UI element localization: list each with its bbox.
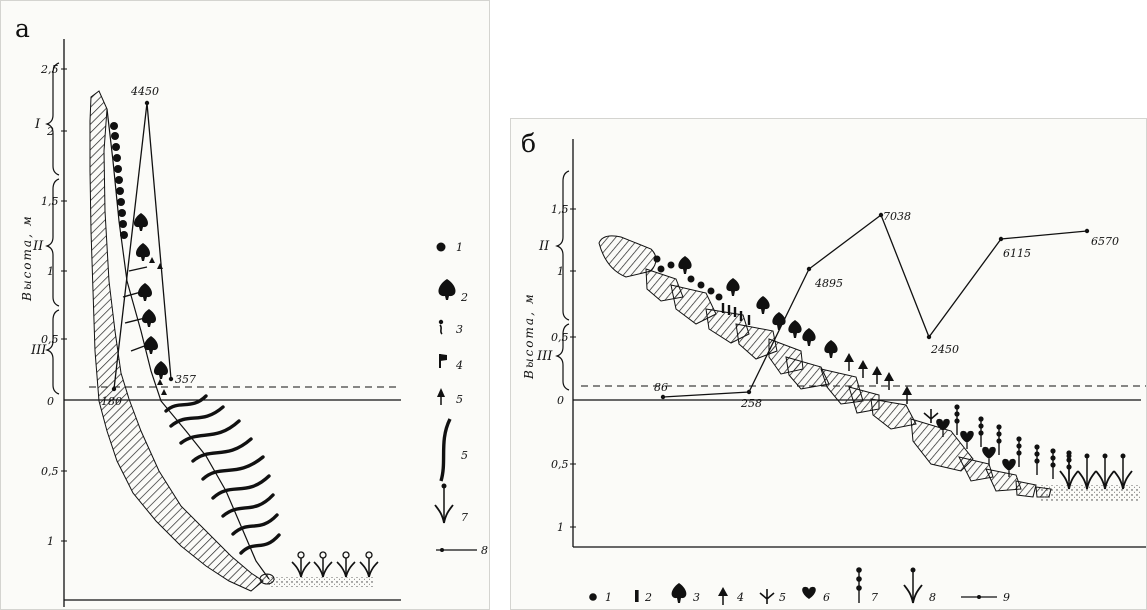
line-marker-icon	[436, 548, 477, 552]
tulips-group	[291, 551, 379, 578]
sand-bottom	[1041, 485, 1141, 501]
tick-label: 1,5	[551, 203, 569, 216]
bead-chain-icon	[856, 567, 862, 603]
zone-braces	[555, 170, 570, 391]
panel-a-letter: а	[15, 14, 30, 43]
bars-group	[721, 303, 751, 325]
value-label: 258	[740, 397, 762, 410]
value-label: 2450	[930, 343, 959, 356]
spade-icon	[671, 583, 687, 603]
legend-label: 6	[823, 591, 830, 604]
value-label: 6115	[1003, 247, 1031, 260]
value-label: 7038	[883, 210, 911, 223]
tulip-icon	[903, 566, 923, 604]
legend-label: 1	[605, 591, 612, 604]
legend-label: 1	[456, 241, 463, 254]
panel-b-diagram: б 1,5 1 0,5 0 0,5 1 Высота, м I	[521, 129, 1146, 606]
pebble	[259, 573, 275, 585]
blade-icon	[439, 418, 452, 482]
value-label: 357	[175, 373, 196, 386]
legend-label: 5	[779, 591, 786, 604]
legend-label: 3	[693, 591, 700, 604]
panel-a: а 2,5 2 1,5 1 0,5 0 0,5 1 Высота, м	[0, 0, 490, 610]
line-series-b	[660, 212, 1090, 400]
blades-group	[164, 394, 281, 555]
legend-label: 8	[481, 544, 488, 557]
zone-label: II	[32, 239, 44, 254]
zone-label: II	[538, 239, 550, 254]
tick-label: 0	[557, 394, 564, 407]
rocks-group	[598, 235, 1052, 498]
dot-icon	[589, 593, 597, 601]
spade-icon	[438, 279, 456, 300]
tick-label: 1	[557, 265, 564, 278]
branch-icon	[759, 589, 775, 604]
legend-label: 8	[929, 591, 936, 604]
panel-b-letter: б	[521, 129, 536, 158]
zone-label: I	[34, 117, 41, 132]
panel-b: б 1,5 1 0,5 0 0,5 1 Высота, м I	[510, 118, 1147, 610]
tick-label: 2,5	[40, 63, 59, 76]
legend-label: 2	[460, 291, 468, 304]
y-axis-label: Высота, м	[20, 214, 34, 302]
bar-icon	[635, 590, 639, 602]
legend-label: 5	[456, 393, 463, 406]
legend-label: 9	[1003, 591, 1010, 604]
sand-bottom	[269, 577, 373, 587]
legend-a: 1 2 3 4 5 5 7 8	[434, 241, 488, 557]
value-label: 180	[101, 395, 122, 408]
zone-label: III	[30, 343, 47, 358]
line-marker-icon	[961, 595, 997, 599]
line-series-a	[111, 100, 174, 392]
value-label: 86	[654, 381, 668, 394]
flag-icon	[439, 354, 447, 368]
tick-label: 1	[557, 521, 564, 534]
arrow-tree-icon	[717, 586, 729, 606]
legend-label: 2	[644, 591, 652, 604]
dot-icon	[436, 242, 446, 252]
tick-label: 1,5	[41, 195, 59, 208]
tick-label: 0,5	[551, 458, 569, 471]
tick-label: 1	[47, 535, 54, 548]
tick-label: 2	[46, 125, 54, 138]
value-label: 6570	[1091, 235, 1119, 248]
arrow-tree-icon	[437, 388, 445, 405]
tick-label: 1	[47, 265, 54, 278]
panel-a-diagram: а 2,5 2 1,5 1 0,5 0 0,5 1 Высота, м	[15, 14, 488, 607]
legend-label: 4	[455, 359, 463, 372]
dots-group	[110, 122, 128, 239]
value-label: 4895	[814, 277, 843, 290]
tick-label: 0	[47, 395, 54, 408]
y-axis-label: Высота, м	[522, 292, 536, 380]
tick-label: 0,5	[41, 465, 59, 478]
legend-label: 7	[871, 591, 878, 604]
zone-label: III	[536, 349, 553, 364]
value-label: 4450	[130, 85, 159, 98]
tulip-icon	[434, 483, 454, 524]
legend-label: 5	[461, 449, 468, 462]
heart-icon	[802, 586, 816, 599]
tick-label: 0,5	[551, 331, 569, 344]
spades-group	[122, 213, 169, 395]
legend-label: 4	[736, 591, 744, 604]
hook-icon	[438, 319, 444, 335]
zone-braces	[45, 62, 60, 395]
branches-group	[923, 409, 939, 423]
tick-label: 0,5	[41, 333, 59, 346]
substrate-profile	[106, 108, 270, 580]
legend-b: 1 2 3 4 5 6 7 8 9	[589, 566, 1010, 606]
legend-label: 7	[461, 511, 468, 524]
legend-label: 3	[456, 323, 463, 336]
dots-group	[653, 255, 723, 301]
